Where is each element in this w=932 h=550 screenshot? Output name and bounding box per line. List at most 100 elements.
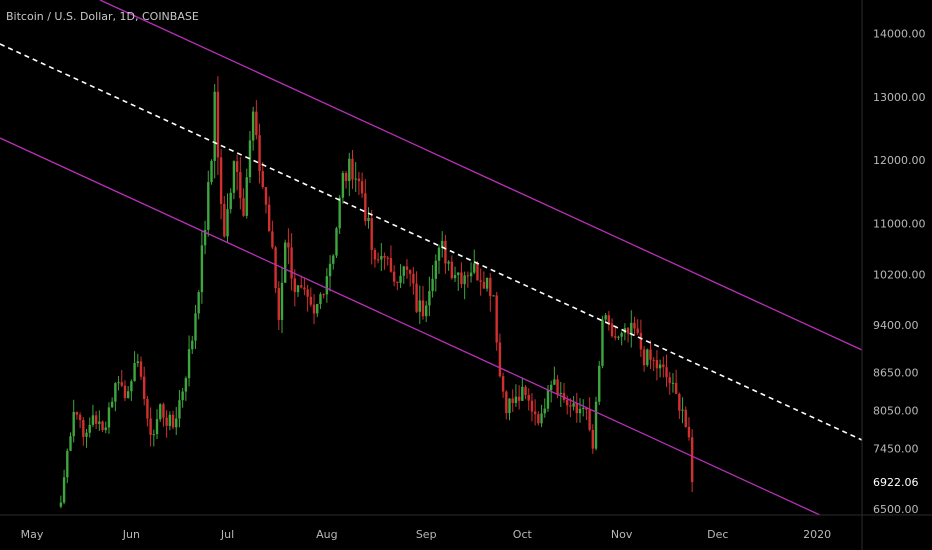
candle-body	[322, 294, 325, 296]
channel-midline-dashed[interactable]	[0, 43, 863, 441]
channel-lower-line[interactable]	[0, 137, 821, 516]
candle-body	[421, 300, 425, 317]
candle-body	[184, 378, 188, 392]
candle-body	[328, 263, 332, 277]
time-tick-label: Aug	[316, 528, 337, 541]
candle-body	[117, 382, 120, 384]
candle-body	[376, 259, 380, 261]
last-price-label: 6922.06	[873, 476, 919, 489]
candle-body	[473, 263, 476, 273]
price-axis-labels: 14000.00 13000.00 12000.00 11000.00 10200.00…	[873, 27, 926, 515]
candle-body	[447, 261, 450, 264]
channel-layer	[0, 0, 863, 516]
candle-body	[72, 411, 75, 437]
price-tick-label: 6500.00	[873, 503, 919, 516]
candle-body	[492, 295, 495, 297]
candle-body	[280, 282, 284, 320]
candle-body	[514, 396, 518, 403]
candle-body	[658, 364, 662, 369]
candle-body	[210, 160, 213, 183]
candle-body	[219, 157, 223, 204]
candle-body	[476, 263, 479, 281]
candle-body	[335, 228, 338, 256]
candle-body	[149, 418, 152, 435]
time-tick-label: 2020	[803, 528, 831, 541]
candle-body	[604, 315, 607, 320]
candle-body	[437, 247, 441, 261]
candle-body	[668, 377, 671, 384]
candle-body	[646, 349, 649, 366]
candle-body	[463, 275, 466, 285]
candle-body	[380, 255, 383, 260]
candle-body	[146, 398, 149, 419]
candle-body	[521, 386, 524, 401]
candle-body	[674, 382, 678, 394]
candle-body	[662, 364, 665, 368]
candle-body	[508, 398, 511, 414]
candle-body	[229, 192, 232, 210]
candle-body	[283, 242, 287, 283]
last-price-marker	[864, 474, 932, 491]
candle-body	[232, 161, 236, 193]
candle-body	[620, 332, 623, 337]
chart-title: Bitcoin / U.S. Dollar, 1D, COINBASE	[6, 10, 199, 23]
candle-body	[104, 427, 107, 431]
candle-body	[450, 261, 454, 279]
candle-body	[319, 294, 322, 305]
candle-body	[630, 322, 633, 334]
candle-body	[626, 328, 630, 334]
channel-upper-line[interactable]	[99, 0, 863, 351]
candle-body	[130, 381, 133, 392]
candle-body	[585, 407, 588, 410]
candle-body	[690, 437, 694, 483]
candle-body	[245, 177, 248, 216]
candle-body	[665, 367, 668, 378]
candle-body	[123, 385, 127, 399]
candle-body	[405, 266, 409, 270]
candle-body	[82, 419, 85, 437]
candle-body	[354, 178, 357, 180]
candle-body	[489, 277, 492, 297]
time-tick-label: Dec	[707, 528, 728, 541]
candle-body	[171, 414, 175, 428]
candle-body	[543, 408, 546, 414]
candle-body	[216, 91, 220, 158]
candle-body	[364, 193, 367, 222]
candle-body	[126, 391, 130, 399]
candle-body	[649, 349, 652, 360]
candle-body	[687, 426, 691, 438]
candle-body	[162, 404, 165, 418]
candle-body	[175, 418, 178, 428]
candle-body	[408, 269, 412, 274]
candle-body	[441, 240, 444, 248]
candle-body	[351, 158, 354, 180]
candle-body	[348, 158, 351, 182]
candle-body	[642, 349, 646, 366]
candle-body	[267, 204, 271, 232]
candle-body	[383, 255, 386, 258]
candle-body	[75, 411, 79, 415]
price-tick-label: 8050.00	[873, 405, 919, 418]
candle-body	[194, 313, 197, 341]
candle-body	[309, 296, 313, 305]
candle-body	[187, 349, 191, 379]
candle-body	[255, 111, 258, 136]
candle-body	[261, 171, 264, 188]
candle-body	[418, 300, 421, 312]
candle-body	[588, 409, 591, 430]
price-tick-label: 9400.00	[873, 319, 919, 332]
candle-body	[207, 182, 210, 230]
candle-body	[271, 231, 274, 248]
price-tick-label: 8650.00	[873, 367, 919, 380]
candle-body	[344, 173, 348, 182]
candle-body	[636, 328, 639, 334]
candle-body	[110, 401, 114, 408]
candle-body	[98, 421, 101, 424]
candle-body	[165, 417, 168, 426]
candle-body	[453, 275, 457, 279]
candle-body	[678, 393, 681, 411]
candle-body	[293, 278, 297, 293]
candle-body	[258, 135, 261, 172]
